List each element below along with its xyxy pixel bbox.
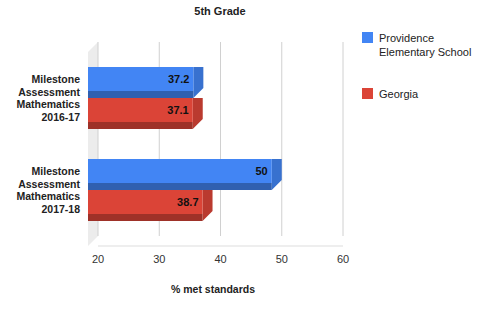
category-label-line: Assessment [18, 178, 80, 190]
bar [88, 67, 193, 91]
bars [88, 67, 282, 221]
category-label-line: 2016-17 [41, 111, 80, 123]
x-tick-label: 30 [153, 253, 165, 265]
bar-side [193, 67, 203, 98]
bar-side [193, 98, 203, 129]
legend-label-line: Providence [379, 32, 434, 44]
category-label-line: Milestone [32, 73, 81, 85]
x-axis-label: % met standards [171, 283, 255, 295]
category-label-line: Assessment [18, 86, 80, 98]
legend-label: Providence Elementary School [379, 32, 471, 58]
grid-line [220, 42, 221, 236]
legend-label-line: Elementary School [379, 46, 471, 58]
category-label-line: Mathematics [16, 98, 80, 110]
legend-label-line: Georgia [379, 88, 419, 100]
x-tick-label: 60 [337, 253, 349, 265]
chart-title: 5th Grade [194, 5, 245, 17]
chart-root: 5th Grade 20 30 40 50 60 37.2 37.1 50 38.7 Milesto… [0, 0, 500, 309]
x-tick-label: 20 [92, 253, 104, 265]
x-tick-label: 50 [276, 253, 288, 265]
category-label: MilestoneAssessmentMathematics2017-18 [16, 165, 80, 215]
chart-svg: 5th Grade 20 30 40 50 60 37.2 37.1 50 38.7 Milesto… [0, 0, 500, 309]
bar-side [272, 159, 282, 190]
bar [88, 159, 272, 183]
category-label-line: Mathematics [16, 190, 80, 202]
data-label: 38.7 [177, 196, 198, 208]
grid-line [343, 42, 344, 236]
bar-bottom [88, 183, 272, 190]
bar-bottom [88, 214, 203, 221]
x-axis-line [98, 246, 343, 247]
data-label: 50 [256, 165, 268, 177]
data-label: 37.1 [167, 104, 188, 116]
bar-bottom [88, 122, 193, 129]
bar-side [203, 190, 213, 221]
category-label: MilestoneAssessmentMathematics2016-17 [16, 73, 80, 123]
grid-line [281, 42, 282, 236]
bar [88, 190, 203, 214]
legend-swatch [362, 32, 373, 43]
bar [88, 98, 193, 122]
bar-bottom [88, 91, 193, 98]
x-tick-label: 40 [214, 253, 226, 265]
data-labels: 37.2 37.1 50 38.7 [167, 73, 267, 208]
category-label-line: Milestone [32, 165, 81, 177]
legend-label: Georgia [379, 88, 419, 100]
legend-swatch [362, 88, 373, 99]
category-label-line: 2017-18 [41, 203, 80, 215]
data-label: 37.2 [168, 73, 189, 85]
